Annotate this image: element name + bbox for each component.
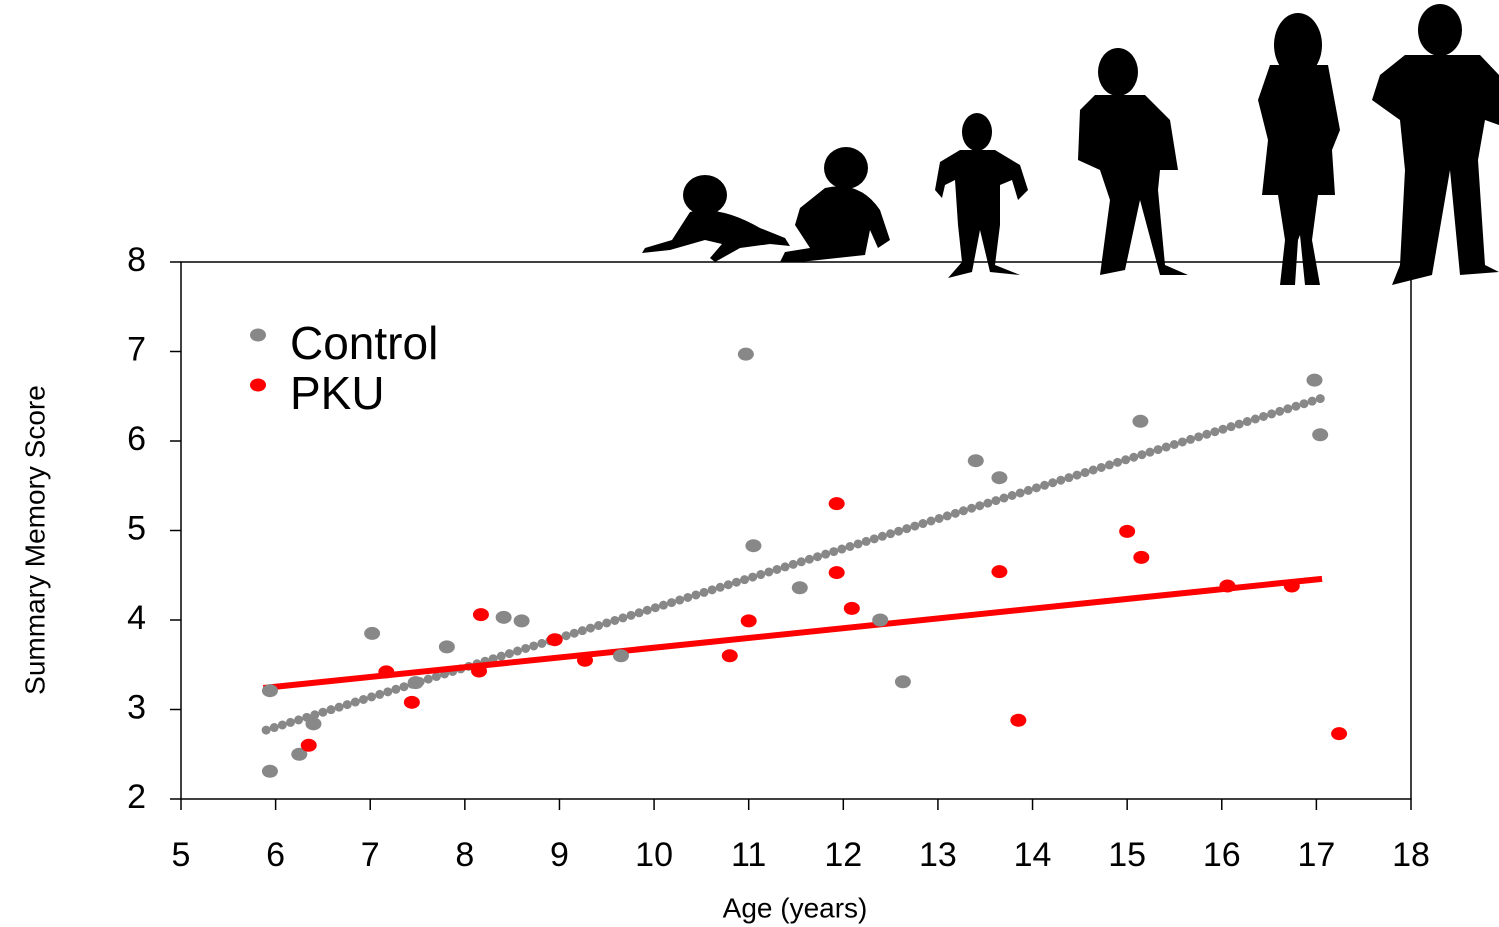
- x-tick-label: 13: [919, 836, 957, 874]
- point: [301, 739, 317, 752]
- point: [378, 665, 394, 678]
- point: [1133, 551, 1149, 564]
- point: [262, 684, 278, 697]
- x-tick-label: 7: [361, 836, 380, 874]
- point: [262, 765, 278, 778]
- point: [613, 649, 629, 662]
- point: [1331, 727, 1347, 740]
- y-axis-label: Summary Memory Score: [19, 385, 50, 695]
- point: [1306, 374, 1322, 387]
- point: [364, 627, 380, 640]
- point: [1284, 579, 1300, 592]
- point: [872, 614, 888, 627]
- point: [547, 633, 563, 646]
- x-tick-label: 14: [1014, 836, 1052, 874]
- x-tick-label: 5: [172, 836, 191, 874]
- point: [577, 654, 593, 667]
- point: [829, 497, 845, 510]
- point: [1312, 428, 1328, 441]
- chart: Age (years) Summary Memory Score 2 3 4 5 6 7 8…: [0, 0, 1499, 927]
- point: [1132, 415, 1148, 428]
- point: [473, 608, 489, 621]
- y-tick-label: 8: [127, 241, 146, 279]
- point: [1219, 579, 1235, 592]
- legend-label: Control: [290, 317, 438, 369]
- y-tick-label: 5: [127, 509, 146, 547]
- point: [895, 675, 911, 688]
- x-tick-label: 17: [1297, 836, 1335, 874]
- x-tick-label: 18: [1392, 836, 1430, 874]
- y-tick-label: 6: [127, 420, 146, 458]
- legend-marker: [250, 329, 266, 342]
- point: [1119, 525, 1135, 538]
- point: [404, 696, 420, 709]
- point: [1010, 714, 1026, 727]
- point: [439, 640, 455, 653]
- point: [514, 614, 530, 627]
- point: [471, 665, 487, 678]
- y-tick-label: 2: [127, 778, 146, 816]
- x-tick-label: 11: [731, 836, 766, 874]
- y-tick-label: 7: [127, 330, 146, 368]
- trend-line: [263, 579, 1322, 688]
- point: [722, 649, 738, 662]
- y-tick-label: 3: [127, 688, 146, 726]
- point: [829, 566, 845, 579]
- legend-marker: [250, 379, 266, 392]
- silhouettes: [642, 4, 1499, 285]
- point: [738, 348, 754, 361]
- point: [991, 565, 1007, 578]
- x-tick-label: 16: [1203, 836, 1241, 874]
- point: [792, 581, 808, 594]
- point: [496, 611, 512, 624]
- x-tick-label: 6: [266, 836, 285, 874]
- point: [844, 602, 860, 615]
- x-axis-label: Age (years): [723, 892, 868, 923]
- x-tick-label: 15: [1108, 836, 1146, 874]
- point: [305, 717, 321, 730]
- legend-label: PKU: [290, 367, 385, 419]
- trend-line: [266, 397, 1325, 730]
- x-tick-label: 8: [455, 836, 474, 874]
- point: [745, 539, 761, 552]
- point: [741, 614, 757, 627]
- point: [408, 676, 424, 689]
- x-tick-label: 12: [824, 836, 862, 874]
- point: [968, 454, 984, 467]
- point: [991, 471, 1007, 484]
- x-tick-label: 9: [550, 836, 569, 874]
- x-tick-label: 10: [635, 836, 673, 874]
- y-tick-label: 4: [127, 599, 146, 637]
